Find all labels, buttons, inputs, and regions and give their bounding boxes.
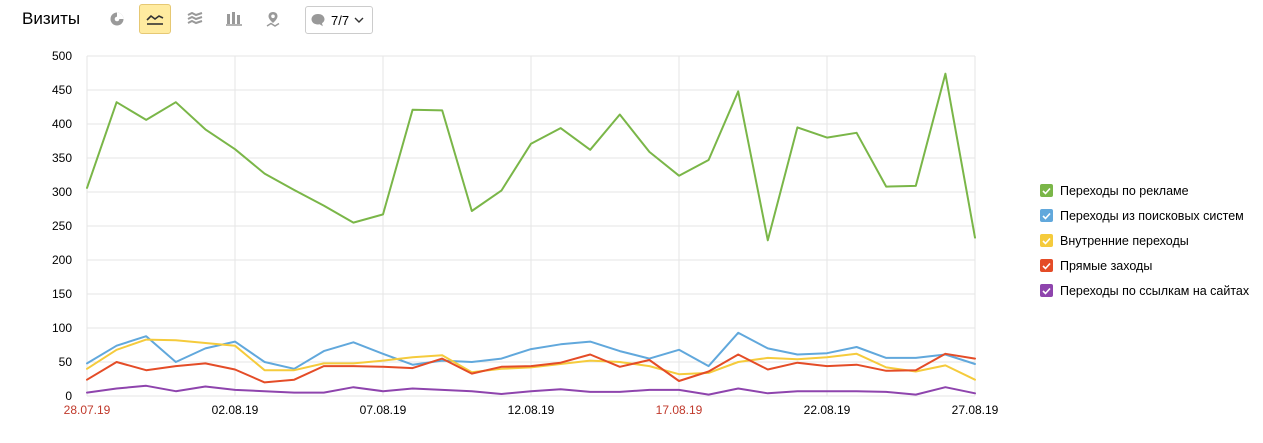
x-tick-label: 17.08.19 <box>656 403 703 417</box>
series-line-4 <box>86 384 976 396</box>
chevron-down-icon <box>354 17 364 23</box>
series-line-1 <box>86 331 976 370</box>
bar-chart-icon <box>226 12 242 26</box>
checkbox-icon[interactable] <box>1040 284 1053 297</box>
legend-item[interactable]: Переходы по рекламе <box>1040 178 1249 203</box>
checkbox-icon[interactable] <box>1040 234 1053 247</box>
line-chart: 0 50 100 150 200 250 300 350 400 450 500 28.07.19 02… <box>52 49 999 417</box>
area-chart-icon <box>187 12 203 25</box>
legend-label: Прямые заходы <box>1060 258 1153 273</box>
comment-icon <box>311 14 325 27</box>
checkbox-icon[interactable] <box>1040 184 1053 197</box>
checkbox-icon[interactable] <box>1040 209 1053 222</box>
pie-chart-icon <box>110 12 124 26</box>
legend-label: Переходы по ссылкам на сайтах <box>1060 283 1250 298</box>
map-button[interactable] <box>257 4 289 34</box>
x-tick-label: 27.08.19 <box>952 403 999 417</box>
y-tick-label: 450 <box>52 83 72 97</box>
legend-item[interactable]: Внутренние переходы <box>1040 228 1249 253</box>
chart-toolbar: Визиты <box>0 4 600 36</box>
series-line-3 <box>86 352 976 384</box>
x-tick-label: 07.08.19 <box>360 403 407 417</box>
y-tick-label: 250 <box>52 219 72 233</box>
chart-legend: Переходы по рекламе Переходы из поисковых… <box>1040 178 1249 303</box>
legend-item[interactable]: Прямые заходы <box>1040 253 1249 278</box>
page-title: Визиты <box>22 9 81 28</box>
legend-label: Переходы из поисковых систем <box>1060 208 1244 223</box>
x-tick-label: 28.07.19 <box>64 403 111 417</box>
y-tick-label: 0 <box>65 389 72 403</box>
x-tick-label: 22.08.19 <box>804 403 851 417</box>
y-tick-label: 400 <box>52 117 72 131</box>
area-chart-button[interactable] <box>179 4 211 34</box>
line-chart-icon <box>146 14 164 25</box>
legend-label: Внутренние переходы <box>1060 233 1189 248</box>
y-tick-label: 150 <box>52 287 72 301</box>
checkbox-icon[interactable] <box>1040 259 1053 272</box>
legend-item[interactable]: Переходы из поисковых систем <box>1040 203 1249 228</box>
x-tick-label: 02.08.19 <box>212 403 259 417</box>
series-line-2 <box>86 338 976 381</box>
y-tick-label: 100 <box>52 321 72 335</box>
line-chart-button[interactable] <box>139 4 171 34</box>
bar-chart-button[interactable] <box>218 4 250 34</box>
x-tick-label: 12.08.19 <box>508 403 555 417</box>
pie-chart-button[interactable] <box>101 4 133 34</box>
series-line-0 <box>86 72 976 242</box>
legend-label: Переходы по рекламе <box>1060 183 1189 198</box>
series-selector-button[interactable]: 7/7 <box>305 6 373 34</box>
y-tick-label: 300 <box>52 185 72 199</box>
series-count: 7/7 <box>331 12 350 28</box>
y-tick-label: 50 <box>59 355 73 369</box>
legend-item[interactable]: Переходы по ссылкам на сайтах <box>1040 278 1249 303</box>
y-tick-label: 200 <box>52 253 72 267</box>
map-icon <box>266 12 280 27</box>
y-tick-label: 500 <box>52 49 72 63</box>
y-tick-label: 350 <box>52 151 72 165</box>
